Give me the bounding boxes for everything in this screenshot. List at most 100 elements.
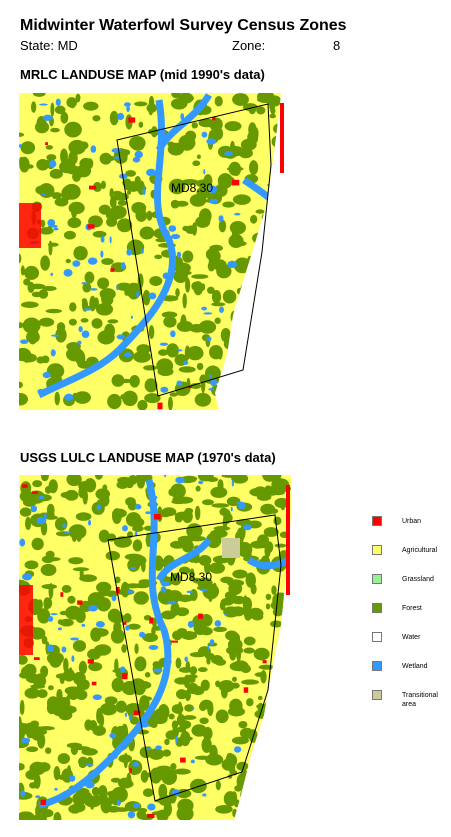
- wetland-patch: [231, 479, 234, 487]
- wetland-patch: [126, 105, 130, 113]
- forest-patch: [270, 600, 287, 611]
- forest-patch: [124, 553, 143, 561]
- wetland-patch: [71, 655, 75, 662]
- forest-patch: [37, 762, 51, 772]
- forest-patch: [40, 665, 49, 678]
- forest-patch: [167, 142, 185, 156]
- urban-patch: [128, 117, 136, 123]
- coast: [286, 485, 290, 595]
- forest-patch: [215, 680, 221, 688]
- ocean: [215, 93, 285, 410]
- wetland-patch: [19, 144, 22, 148]
- legend-label: Grassland: [402, 576, 434, 583]
- forest-patch: [181, 475, 198, 482]
- forest-patch: [40, 475, 49, 482]
- wetland-patch: [132, 802, 141, 809]
- forest-patch: [68, 667, 73, 676]
- wetland-patch: [77, 340, 82, 345]
- forest-patch: [123, 752, 128, 769]
- zone-outline: [107, 514, 282, 802]
- forest-patch: [214, 658, 227, 666]
- forest-patch: [256, 650, 265, 660]
- forest-patch: [179, 566, 191, 575]
- forest-patch: [19, 811, 35, 820]
- urban-patch: [87, 224, 95, 229]
- forest-patch: [121, 723, 129, 740]
- forest-patch: [227, 706, 246, 717]
- forest-patch: [114, 576, 121, 584]
- forest-patch: [155, 238, 168, 243]
- wetland-patch: [117, 112, 125, 121]
- wetland-patch: [121, 262, 126, 270]
- forest-patch: [24, 687, 41, 699]
- forest-patch: [72, 640, 87, 652]
- wetland-patch: [203, 312, 213, 315]
- forest-patch: [236, 761, 249, 771]
- forest-patch: [133, 591, 149, 605]
- forest-patch: [99, 152, 112, 165]
- forest-patch: [90, 799, 95, 810]
- forest-patch: [247, 607, 264, 620]
- state: State: MD: [20, 38, 78, 53]
- map-title: MRLC LANDUSE MAP (mid 1990's data): [20, 67, 265, 82]
- forest-patch: [152, 617, 157, 628]
- forest-patch: [103, 492, 110, 506]
- wetland-patch: [177, 349, 183, 352]
- forest-patch: [97, 330, 115, 345]
- wetland-patch: [21, 737, 31, 744]
- forest-patch: [66, 475, 82, 487]
- forest-patch: [110, 628, 125, 644]
- forest-patch: [201, 737, 212, 754]
- forest-patch: [106, 805, 121, 813]
- forest-patch: [196, 362, 204, 371]
- forest-patch: [84, 719, 93, 731]
- forest-patch: [109, 196, 117, 209]
- forest-patch: [74, 391, 91, 404]
- zone: 8: [333, 38, 341, 53]
- forest-patch: [41, 635, 48, 645]
- wetland-patch: [50, 613, 58, 616]
- wetland-patch: [162, 272, 170, 280]
- forest-patch: [53, 812, 62, 820]
- forest-patch: [68, 557, 84, 565]
- forest-patch: [88, 662, 103, 672]
- wetland-patch: [159, 342, 169, 346]
- forest-patch: [144, 672, 151, 678]
- urban-patch: [60, 592, 64, 597]
- wetland-patch: [122, 525, 128, 532]
- forest-patch: [55, 327, 67, 343]
- forest-patch: [142, 289, 151, 306]
- forest-patch: [82, 282, 92, 293]
- forest-patch: [73, 245, 88, 261]
- forest-patch: [68, 318, 77, 326]
- forest-patch: [271, 585, 277, 595]
- wetland-patch: [78, 326, 83, 333]
- forest-patch: [146, 210, 153, 221]
- forest-patch: [168, 713, 175, 720]
- wetland-patch: [41, 193, 46, 196]
- forest-patch: [182, 715, 197, 720]
- zone-name: MD8.30: [170, 570, 212, 584]
- forest-patch: [226, 752, 234, 763]
- wetland-patch: [88, 519, 92, 526]
- forest-patch: [228, 161, 242, 176]
- urban-patch: [154, 514, 161, 520]
- forest-patch: [126, 772, 132, 788]
- forest-patch: [192, 577, 201, 584]
- forest-patch: [31, 291, 42, 298]
- forest-patch: [47, 225, 53, 231]
- wetland-patch: [116, 799, 121, 806]
- forest-patch: [265, 603, 271, 610]
- forest-patch: [167, 396, 173, 410]
- forest-patch: [36, 356, 45, 364]
- forest-patch: [126, 190, 131, 195]
- forest-patch: [69, 302, 77, 312]
- urban-patch: [129, 768, 132, 773]
- wetland-patch: [39, 103, 48, 106]
- forest-patch: [94, 475, 103, 480]
- forest-patch: [98, 785, 108, 798]
- forest-patch: [92, 230, 107, 238]
- forest-patch: [263, 485, 273, 496]
- forest-patch: [20, 141, 36, 155]
